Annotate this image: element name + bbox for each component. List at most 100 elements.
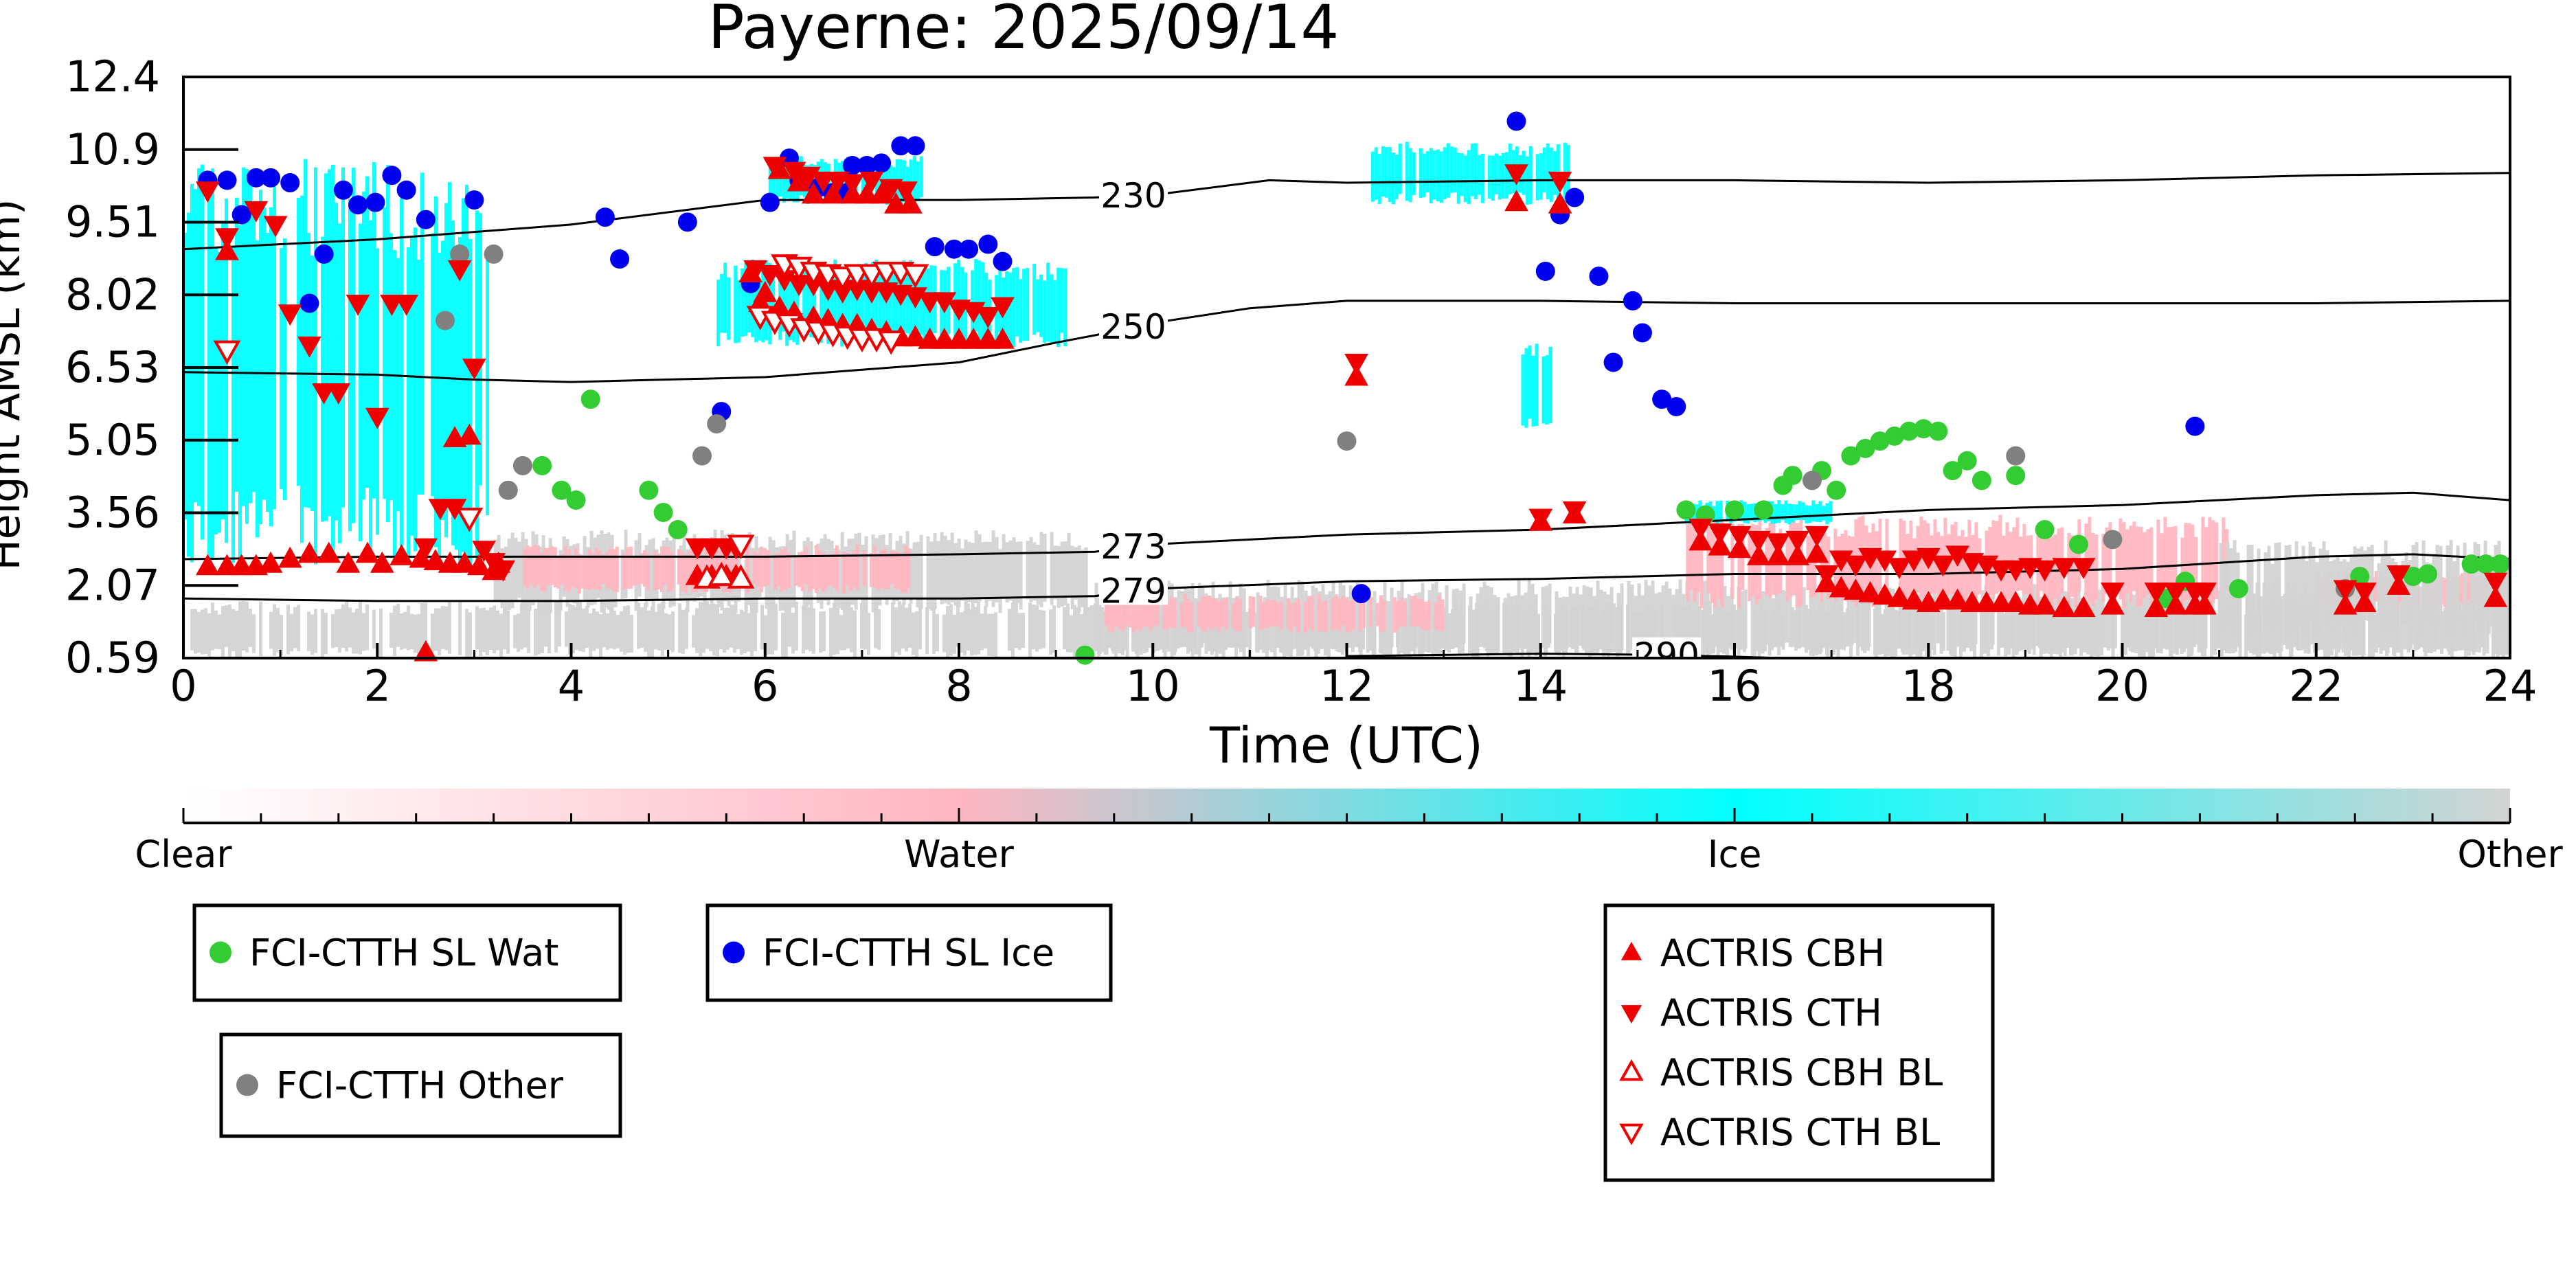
mask-region-other — [837, 549, 841, 609]
point-fci-ctth-sl-wat — [532, 455, 552, 475]
mask-region-ice — [1060, 268, 1064, 333]
mask-region-other — [805, 603, 809, 650]
mask-region-other — [1002, 534, 1006, 599]
mask-region-other — [2107, 602, 2110, 651]
mask-region-ice — [304, 159, 307, 508]
mask-region-ice — [444, 203, 448, 538]
mask-region-water — [2115, 531, 2119, 594]
mask-region-other — [740, 609, 743, 655]
mask-region-other — [314, 609, 317, 653]
mask-region-water — [752, 550, 756, 585]
mask-region-water — [1207, 595, 1211, 628]
mask-region-ice — [438, 252, 441, 567]
mask-region-other — [970, 609, 973, 656]
mask-region-other — [2025, 582, 2029, 651]
mask-region-other — [2190, 581, 2194, 655]
mask-region-other — [507, 538, 511, 610]
legend-label: ACTRIS CTH BL — [1660, 1111, 1940, 1154]
mask-region-other — [554, 601, 558, 653]
mask-region-other — [1469, 596, 1473, 648]
mask-region-ice — [1545, 355, 1549, 425]
mask-region-ice — [840, 275, 844, 347]
mask-region-other — [1826, 587, 1830, 658]
mask-region-other — [2474, 609, 2478, 653]
point-actris-cbh — [801, 182, 826, 204]
legend-marker — [1620, 941, 1642, 960]
mask-region-other — [1912, 590, 1916, 655]
contour-label: 290 — [1634, 635, 1699, 675]
mask-region-other — [2284, 545, 2288, 637]
mask-region-water — [539, 552, 543, 591]
mask-region-ice — [1791, 504, 1795, 523]
point-actris-cth — [1727, 526, 1752, 547]
mask-region-other — [2482, 598, 2486, 656]
mask-region-other — [2315, 562, 2319, 635]
y-tick-label: 3.56 — [65, 488, 160, 538]
mask-region-other — [396, 604, 400, 647]
mask-region-other — [1719, 588, 1724, 650]
point-actris-cbh — [2333, 593, 2358, 615]
mask-region-other — [414, 614, 417, 653]
mask-region-ice — [833, 259, 837, 336]
mask-region-water — [2208, 517, 2212, 605]
mask-region-other — [2394, 562, 2398, 629]
mask-region-other — [1809, 585, 1813, 656]
point-actris-cbh — [370, 551, 394, 573]
mask-region-ice — [1412, 152, 1416, 195]
mask-region-water — [1217, 600, 1221, 633]
mask-region-water — [1696, 534, 1700, 592]
mask-region-other — [2272, 580, 2276, 657]
mask-region-other — [1125, 598, 1129, 658]
y-axis-ticks: 0.59 2.07 3.56 5.05 6.53 8.02 9.51 10.9 12.4 — [65, 52, 238, 683]
mask-region-other — [1589, 587, 1593, 653]
point-actris-cbh — [258, 551, 283, 573]
mask-region-ice — [964, 272, 968, 348]
mask-region-other — [964, 539, 968, 613]
mask-region-water — [804, 546, 808, 585]
mask-region-water — [1310, 596, 1314, 631]
point-fci-ctth-other — [692, 446, 712, 466]
mask-region-other — [1503, 598, 1507, 655]
mask-region-other — [2458, 592, 2462, 645]
mask-region-water — [1276, 602, 1280, 626]
mask-region-water — [855, 544, 859, 590]
mask-region-other — [1853, 580, 1857, 643]
mask-region-water — [2184, 523, 2188, 600]
mask-region-water — [2105, 527, 2109, 594]
mask-region-other — [1754, 596, 1758, 645]
mask-region-other — [503, 607, 506, 650]
point-actris-cbh — [947, 327, 971, 349]
mask-region-water — [1173, 598, 1177, 629]
mask-region-other — [2193, 596, 2197, 645]
mask-region-other — [1764, 591, 1768, 645]
mask-region-other — [699, 602, 702, 657]
mask-region-other — [2449, 540, 2453, 631]
mask-region-water — [2191, 524, 2195, 596]
mask-region-other — [1070, 545, 1074, 609]
mask-region-ice — [1546, 143, 1550, 200]
mask-region-ice — [383, 207, 386, 499]
mask-region-water — [1717, 530, 1721, 600]
mask-region-ice — [782, 166, 786, 203]
mask-region-other — [575, 607, 578, 651]
mask-region-other — [916, 541, 920, 608]
mask-region-other — [2049, 583, 2053, 657]
mask-region-water — [1265, 599, 1269, 629]
point-fci-ctth-other — [450, 244, 470, 264]
mask-region-other — [1819, 592, 1823, 653]
mask-region-other — [2332, 559, 2336, 631]
point-actris-cbh — [2071, 596, 2096, 618]
point-actris-cth — [2333, 580, 2358, 602]
mask-region-other — [932, 607, 936, 654]
mask-region-ice — [1046, 262, 1050, 342]
point-actris-cth — [447, 260, 472, 282]
mask-region-water — [1923, 520, 1927, 607]
mask-region-ice — [231, 246, 235, 563]
point-actris-cbh — [932, 327, 957, 349]
mask-region-ice — [280, 248, 283, 490]
mask-region-water — [1337, 598, 1342, 631]
mask-region-other — [2415, 542, 2419, 637]
point-fci-ctth-sl-ice — [905, 136, 925, 156]
mask-region-ice — [830, 272, 834, 336]
mask-region-other — [877, 609, 881, 650]
